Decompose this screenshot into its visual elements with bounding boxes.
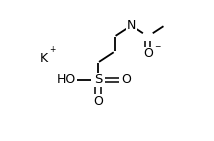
Text: HO: HO xyxy=(57,73,76,86)
Text: O: O xyxy=(121,73,131,86)
Text: O: O xyxy=(93,95,103,108)
Text: N: N xyxy=(126,19,136,32)
Text: K: K xyxy=(39,52,47,65)
Text: O: O xyxy=(143,47,153,60)
Text: S: S xyxy=(94,73,102,86)
Text: +: + xyxy=(50,45,56,54)
Text: −: − xyxy=(154,42,160,51)
